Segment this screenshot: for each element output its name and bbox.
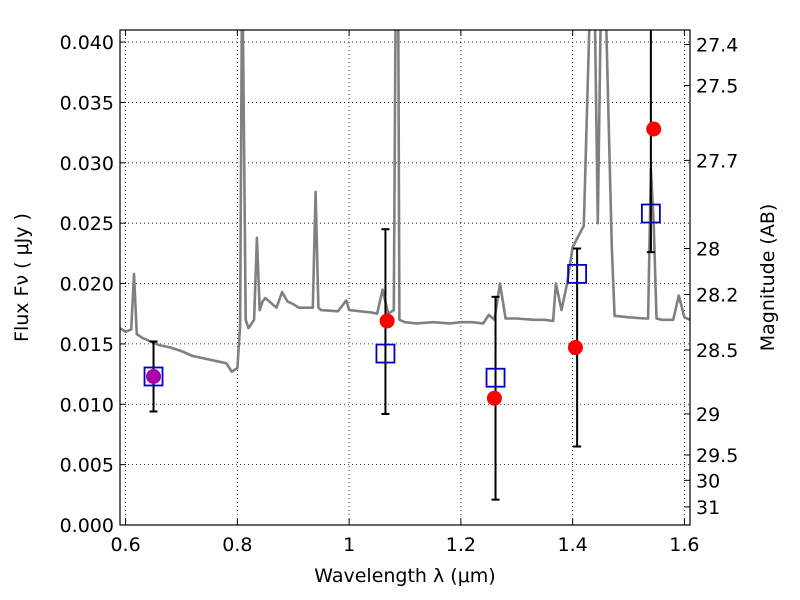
y-tick-label: 0.010	[60, 394, 114, 416]
y-tick-label: 0.030	[60, 153, 114, 175]
data-point-circle	[146, 369, 162, 384]
right-tick-label: 29	[696, 404, 720, 426]
y-axis-label-right: Magnitude (AB)	[757, 204, 779, 352]
x-tick-label: 1	[343, 534, 355, 556]
grid-lines	[120, 30, 690, 526]
data-point-square	[567, 263, 588, 284]
y-axis-label: Flux Fν ( μJy )	[11, 213, 33, 342]
y-tick-label: 0.020	[60, 274, 114, 296]
y-tick-label: 0.015	[60, 334, 114, 356]
x-tick-label: 0.8	[222, 534, 252, 556]
right-tick-label: 27.4	[696, 34, 738, 56]
y-tick-label: 0.005	[60, 455, 114, 477]
y-tick-label: 0.000	[60, 515, 114, 537]
right-tick-label: 27.5	[696, 76, 738, 98]
spectrum-line	[120, 30, 690, 373]
right-tick-label: 31	[696, 497, 720, 519]
right-tick-label: 30	[696, 470, 720, 492]
data-point-circle	[567, 340, 583, 356]
data-point-square	[485, 367, 506, 388]
plot-frame	[119, 29, 691, 526]
data-point-circle	[646, 121, 662, 137]
right-tick-label: 28.5	[696, 340, 738, 362]
right-tick-label: 27.7	[696, 150, 738, 172]
data-points	[143, 121, 662, 406]
axis-ticks: 0.6 0.8 1 1.2 1.4 1.6 0.000 0.005 0.010 0.015 0.02…	[60, 30, 738, 556]
data-point-square	[640, 203, 661, 224]
data-point-square	[375, 343, 396, 364]
y-tick-label: 0.035	[60, 92, 114, 114]
x-tick-label: 1.2	[446, 534, 476, 556]
x-tick-label: 1.4	[558, 534, 588, 556]
data-point-circle	[379, 313, 395, 329]
x-tick-label: 1.6	[669, 534, 699, 556]
y-tick-label: 0.040	[60, 32, 114, 54]
y-tick-label: 0.025	[60, 213, 114, 235]
x-tick-label: 0.6	[110, 534, 140, 556]
spectrum-series	[120, 30, 690, 373]
data-point-circle	[486, 390, 502, 406]
x-axis-label: Wavelength λ (μm)	[314, 565, 495, 587]
right-tick-label: 28.2	[696, 284, 738, 306]
right-tick-label: 28	[696, 239, 720, 261]
right-tick-label: 29.5	[696, 445, 738, 467]
data-point-square	[143, 366, 164, 387]
